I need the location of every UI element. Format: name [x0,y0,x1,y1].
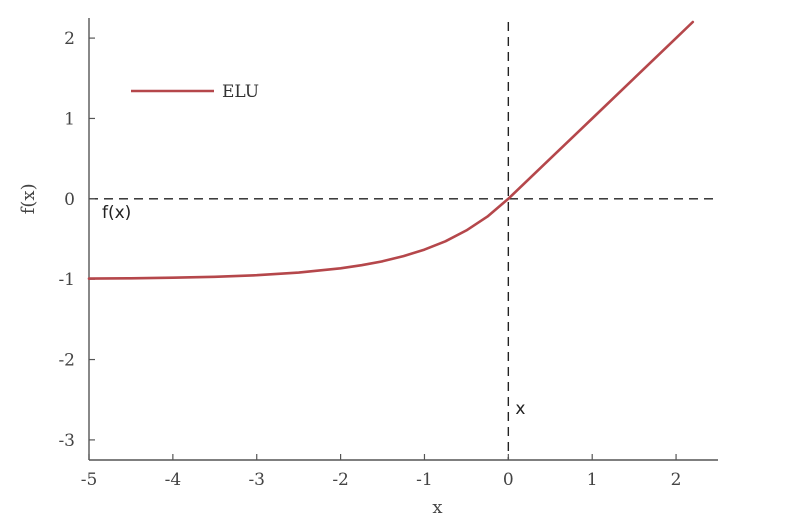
y-tick-label: 2 [64,29,75,49]
y-tick-label: 1 [64,109,75,129]
reference-lines [89,22,718,460]
y-tick-label: -1 [58,270,75,290]
x-tick-label: -5 [81,470,98,490]
legend-label: ELU [222,82,259,102]
axes [88,18,718,461]
x-tick-label: 2 [671,470,682,490]
y-tick-label: -3 [58,431,75,451]
y-axis-title: f(x) [18,183,39,214]
annotation-x: x [515,399,525,419]
x-tick-label: 1 [587,470,598,490]
x-tick-label: -3 [248,470,265,490]
ticks: -5 -4 -3 -2 -1 0 1 2 -3 -2 -1 0 1 2 [58,29,681,490]
series-line-elu [87,20,695,280]
x-tick-label: 0 [503,470,514,490]
x-tick-label: -2 [332,470,349,490]
annotations: f(x) x [102,203,525,419]
legend: ELU [131,82,259,102]
x-tick-label: -1 [416,470,433,490]
y-tick-label: -2 [58,351,75,371]
y-tick-label: 0 [64,190,75,210]
x-axis-title: x [432,497,442,514]
annotation-fx: f(x) [102,203,131,223]
series-group [87,20,695,280]
x-tick-label: -4 [165,470,182,490]
